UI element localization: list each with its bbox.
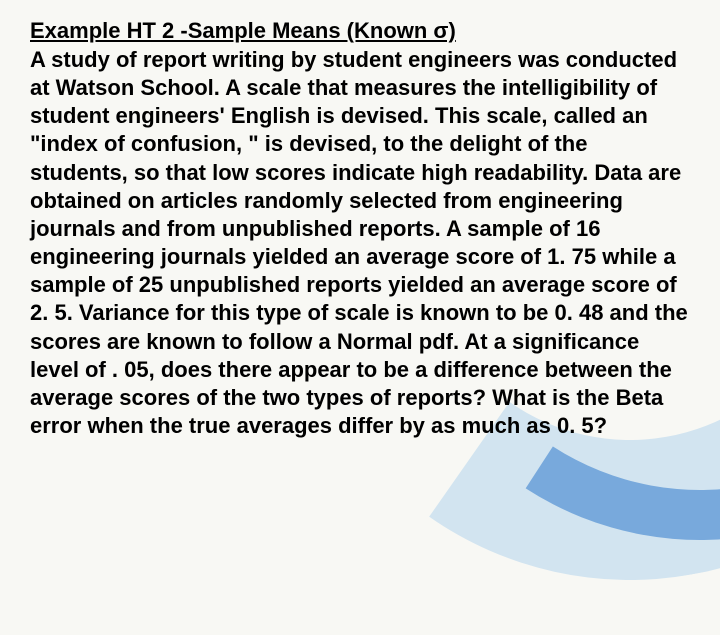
slide-content: Example HT 2 -Sample Means (Known σ) A s… <box>0 0 720 460</box>
slide-heading: Example HT 2 -Sample Means (Known σ) <box>30 18 690 44</box>
slide-body-text: A study of report writing by student eng… <box>30 46 690 440</box>
